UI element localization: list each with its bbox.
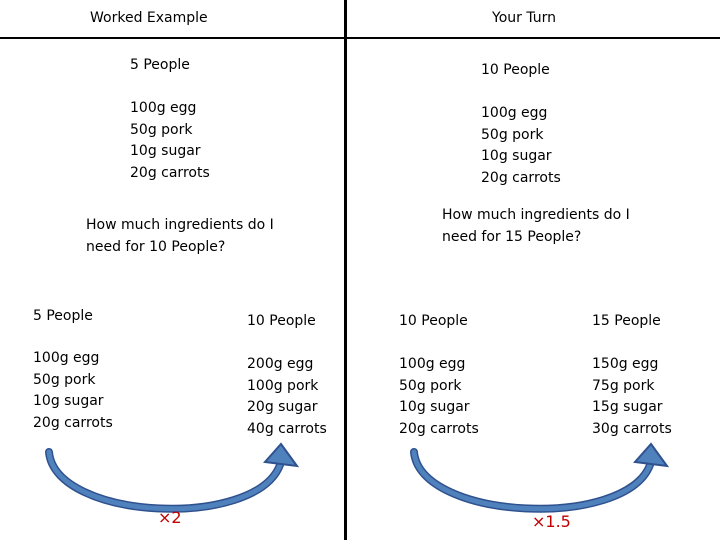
- list-item: 20g carrots: [481, 169, 561, 186]
- list-item: 20g carrots: [130, 164, 210, 181]
- yt-to-people: 15 People: [592, 313, 661, 329]
- list-item: 100g egg: [399, 356, 466, 372]
- question-line: How much ingredients do I: [86, 217, 274, 233]
- we-to-ingredients: 200g egg 100g pork 20g sugar 40g carrots: [247, 354, 327, 440]
- list-item: 10g sugar: [481, 148, 552, 164]
- list-item: 50g pork: [130, 121, 193, 138]
- yt-question: How much ingredients do I need for 15 Pe…: [442, 205, 630, 248]
- list-item: 20g carrots: [33, 414, 113, 431]
- list-item: 50g pork: [399, 377, 462, 394]
- we-question: How much ingredients do I need for 10 Pe…: [86, 215, 274, 258]
- yt-people: 10 People: [481, 62, 550, 78]
- list-item: 20g carrots: [399, 420, 479, 437]
- worked-example-header: Worked Example: [90, 10, 208, 26]
- list-item: 50g pork: [481, 126, 544, 143]
- yt-from-ingredients: 100g egg 50g pork 10g sugar 20g carrots: [399, 354, 479, 440]
- yt-from-people: 10 People: [399, 313, 468, 329]
- list-item: 100g egg: [33, 350, 100, 366]
- list-item: 10g sugar: [399, 399, 470, 415]
- list-item: 15g sugar: [592, 399, 663, 415]
- list-item: 200g egg: [247, 356, 314, 372]
- list-item: 150g egg: [592, 356, 659, 372]
- your-turn-header: Your Turn: [492, 10, 557, 26]
- we-from-ingredients: 100g egg 50g pork 10g sugar 20g carrots: [33, 348, 113, 434]
- yt-curved-arrow-icon: [410, 442, 670, 513]
- header-divider: [0, 37, 720, 39]
- list-item: 20g sugar: [247, 399, 318, 415]
- list-item: 100g egg: [130, 100, 197, 116]
- we-ingredient-list: 100g egg 50g pork 10g sugar 20g carrots: [130, 98, 210, 184]
- we-curved-arrow-icon: [45, 442, 300, 513]
- list-item: 100g pork: [247, 377, 319, 394]
- list-item: 10g sugar: [130, 143, 201, 159]
- we-multiplier: ×2: [158, 508, 182, 527]
- we-people: 5 People: [130, 57, 190, 73]
- question-line: need for 10 People?: [86, 238, 226, 255]
- list-item: 10g sugar: [33, 393, 104, 409]
- list-item: 100g egg: [481, 105, 548, 121]
- list-item: 50g pork: [33, 371, 96, 388]
- list-item: 40g carrots: [247, 420, 327, 437]
- we-to-people: 10 People: [247, 313, 316, 329]
- yt-ingredient-list: 100g egg 50g pork 10g sugar 20g carrots: [481, 103, 561, 189]
- question-line: How much ingredients do I: [442, 207, 630, 223]
- vertical-divider: [344, 0, 347, 540]
- question-line: need for 15 People?: [442, 228, 582, 245]
- we-from-people: 5 People: [33, 308, 93, 324]
- list-item: 30g carrots: [592, 420, 672, 437]
- list-item: 75g pork: [592, 377, 655, 394]
- yt-to-ingredients: 150g egg 75g pork 15g sugar 30g carrots: [592, 354, 672, 440]
- yt-multiplier: ×1.5: [532, 512, 571, 531]
